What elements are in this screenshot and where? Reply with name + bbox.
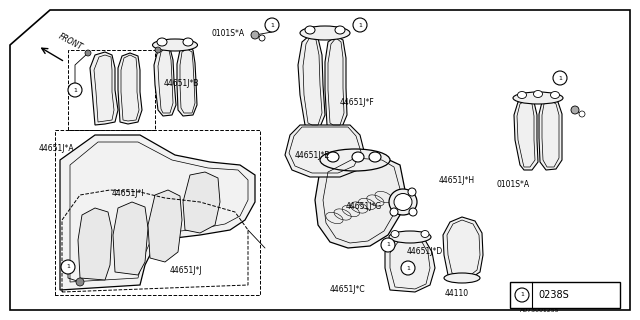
- Text: 1: 1: [73, 87, 77, 92]
- Circle shape: [408, 188, 416, 196]
- Polygon shape: [539, 98, 562, 170]
- FancyBboxPatch shape: [510, 282, 620, 308]
- Text: 44651J*A: 44651J*A: [38, 144, 74, 153]
- Text: 44651J*H: 44651J*H: [438, 176, 474, 185]
- Circle shape: [409, 208, 417, 216]
- Ellipse shape: [421, 230, 429, 237]
- Polygon shape: [325, 36, 347, 128]
- Polygon shape: [315, 155, 405, 248]
- Circle shape: [381, 238, 395, 252]
- Text: 44651J*B: 44651J*B: [163, 79, 198, 88]
- Ellipse shape: [352, 152, 364, 162]
- Ellipse shape: [335, 26, 345, 34]
- Polygon shape: [113, 202, 148, 275]
- Circle shape: [85, 50, 91, 56]
- Circle shape: [68, 83, 82, 97]
- Ellipse shape: [369, 152, 381, 162]
- Polygon shape: [148, 190, 182, 262]
- Circle shape: [251, 31, 259, 39]
- Ellipse shape: [391, 230, 399, 237]
- Circle shape: [155, 47, 161, 53]
- Text: 1: 1: [66, 265, 70, 269]
- Text: 44651J*E: 44651J*E: [294, 151, 330, 160]
- Polygon shape: [118, 53, 142, 124]
- Circle shape: [401, 261, 415, 275]
- Circle shape: [353, 18, 367, 32]
- Ellipse shape: [183, 38, 193, 46]
- Polygon shape: [154, 46, 176, 116]
- Polygon shape: [298, 35, 325, 128]
- Ellipse shape: [518, 92, 527, 99]
- Text: 44651J*F: 44651J*F: [339, 98, 374, 107]
- Ellipse shape: [534, 91, 543, 98]
- Text: FRONT: FRONT: [57, 32, 84, 52]
- Text: 1: 1: [386, 243, 390, 247]
- Ellipse shape: [550, 92, 559, 99]
- Circle shape: [265, 18, 279, 32]
- Ellipse shape: [389, 189, 417, 215]
- Text: 1: 1: [406, 266, 410, 270]
- Text: 0101S*A: 0101S*A: [496, 180, 529, 188]
- Text: 44651J*I: 44651J*I: [112, 189, 145, 198]
- Polygon shape: [385, 236, 435, 292]
- Polygon shape: [514, 98, 538, 170]
- Ellipse shape: [444, 273, 480, 283]
- Circle shape: [259, 35, 265, 41]
- Polygon shape: [177, 47, 197, 116]
- Text: 1: 1: [270, 22, 274, 28]
- Circle shape: [76, 278, 84, 286]
- Ellipse shape: [513, 92, 563, 104]
- Polygon shape: [60, 135, 255, 290]
- Text: A073001255: A073001255: [520, 308, 559, 314]
- Text: 1: 1: [558, 76, 562, 81]
- Circle shape: [553, 71, 567, 85]
- Circle shape: [390, 208, 398, 216]
- Text: 0101S*A: 0101S*A: [211, 29, 244, 38]
- Ellipse shape: [320, 149, 390, 171]
- Text: 1: 1: [358, 22, 362, 28]
- Ellipse shape: [152, 39, 198, 51]
- Ellipse shape: [305, 26, 315, 34]
- Circle shape: [515, 288, 529, 302]
- Text: 1: 1: [520, 292, 524, 298]
- Text: 44651J*J: 44651J*J: [170, 266, 202, 275]
- Polygon shape: [90, 52, 118, 125]
- Ellipse shape: [394, 194, 412, 211]
- Text: 44651J*D: 44651J*D: [406, 247, 443, 256]
- Circle shape: [579, 111, 585, 117]
- Text: 0238S: 0238S: [538, 290, 569, 300]
- Ellipse shape: [157, 38, 167, 46]
- Polygon shape: [285, 125, 365, 177]
- Ellipse shape: [389, 231, 431, 243]
- Circle shape: [571, 106, 579, 114]
- Text: 44651J*G: 44651J*G: [346, 202, 382, 211]
- Polygon shape: [183, 172, 220, 233]
- Polygon shape: [443, 217, 483, 280]
- Circle shape: [61, 260, 75, 274]
- Ellipse shape: [300, 26, 350, 40]
- Text: 44651J*C: 44651J*C: [330, 285, 365, 294]
- Text: 44110: 44110: [445, 289, 469, 298]
- Polygon shape: [78, 208, 112, 280]
- Ellipse shape: [327, 152, 339, 162]
